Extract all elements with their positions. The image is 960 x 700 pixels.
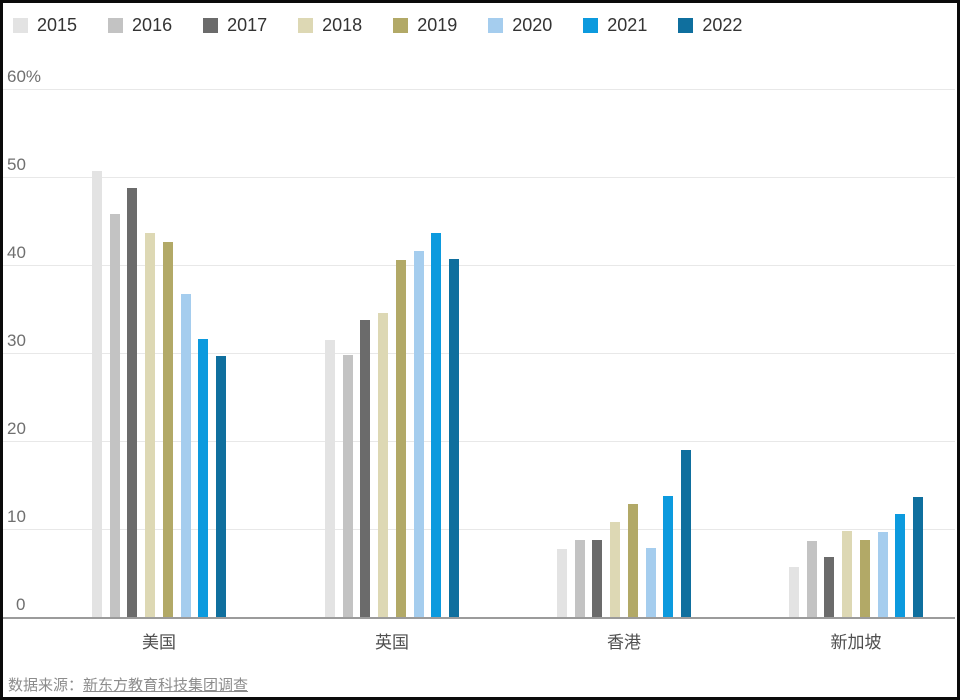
bar-2021 xyxy=(198,338,209,617)
bar-2019 xyxy=(859,540,870,617)
source-prefix: 数据来源： xyxy=(8,677,84,694)
bar-2022 xyxy=(448,258,459,617)
legend-item-2015[interactable]: 2015 xyxy=(13,16,77,34)
bar-2016 xyxy=(806,541,817,617)
gridline xyxy=(3,353,955,354)
legend-item-2017[interactable]: 2017 xyxy=(203,16,267,34)
bar-2018 xyxy=(145,233,156,617)
bar-2017 xyxy=(592,539,603,617)
bar-2015 xyxy=(92,170,102,617)
x-axis-category-label: 英国 xyxy=(375,633,409,652)
legend-item-2016[interactable]: 2016 xyxy=(108,16,172,34)
y-axis-label: 10 xyxy=(7,507,26,526)
legend-swatch-icon xyxy=(203,17,219,33)
bar-2020 xyxy=(413,250,424,617)
bar-2016 xyxy=(342,354,353,617)
legend-item-label: 2021 xyxy=(607,15,648,35)
gridline xyxy=(3,89,955,90)
bar-2016 xyxy=(109,214,120,617)
legend-swatch-icon xyxy=(583,17,599,33)
y-axis-label: 40 xyxy=(7,243,26,262)
legend-item-2018[interactable]: 2018 xyxy=(298,16,362,34)
legend-swatch-icon xyxy=(678,17,694,33)
legend-item-2021[interactable]: 2021 xyxy=(583,16,647,34)
x-axis-category-label: 香港 xyxy=(607,633,641,652)
source-line: 数据来源：新东方教育科技集团调查 xyxy=(8,674,248,695)
y-axis-label: 0 xyxy=(16,595,26,614)
bar-2022 xyxy=(912,497,923,617)
bar-2015 xyxy=(789,566,799,617)
bar-2021 xyxy=(431,233,442,617)
bar-2015 xyxy=(325,339,335,617)
legend-swatch-icon xyxy=(298,17,314,33)
bar-2016 xyxy=(574,539,585,617)
legend-swatch-icon xyxy=(393,17,409,33)
legend-item-2019[interactable]: 2019 xyxy=(393,16,457,34)
y-axis-label: 60% xyxy=(7,67,42,86)
bar-2022 xyxy=(215,355,226,617)
legend-swatch-icon xyxy=(13,17,28,33)
legend: 2015 2016 2017 2018 2019 2020 2021 2022 xyxy=(13,16,773,34)
y-axis-label: 20 xyxy=(7,419,26,438)
bar-2019 xyxy=(627,504,638,617)
legend-item-label: 2018 xyxy=(322,15,363,35)
bar-group-4 xyxy=(789,89,923,617)
legend-item-label: 2022 xyxy=(702,15,743,35)
legend-item-label: 2017 xyxy=(227,15,268,35)
bar-2020 xyxy=(180,294,191,617)
legend-item-label: 2020 xyxy=(512,15,553,35)
bar-group-1 xyxy=(92,89,226,617)
bar-2018 xyxy=(842,530,853,617)
bar-group-3 xyxy=(557,89,691,617)
bar-2022 xyxy=(680,449,691,617)
plot-area: 60% 50 40 30 20 10 0 美国 英国 香港 新加坡 xyxy=(3,3,957,697)
legend-swatch-icon xyxy=(108,17,124,33)
bar-2019 xyxy=(395,259,406,617)
bar-2020 xyxy=(645,548,656,617)
bar-2015 xyxy=(557,549,567,617)
bar-2020 xyxy=(877,531,888,617)
bar-2017 xyxy=(824,557,835,617)
bar-2021 xyxy=(663,495,674,617)
bar-2017 xyxy=(360,320,371,617)
legend-item-label: 2016 xyxy=(132,15,173,35)
legend-item-2022[interactable]: 2022 xyxy=(678,16,742,34)
bar-2019 xyxy=(162,242,173,617)
x-axis-category-label: 美国 xyxy=(142,633,176,652)
bar-2021 xyxy=(895,514,906,617)
gridline xyxy=(3,529,955,530)
x-axis-category-label: 新加坡 xyxy=(830,633,882,652)
bar-2018 xyxy=(378,312,389,617)
bar-2017 xyxy=(127,187,138,617)
source-link[interactable]: 新东方教育科技集团调查 xyxy=(83,677,249,694)
gridline xyxy=(3,177,955,178)
legend-item-label: 2019 xyxy=(417,15,458,35)
legend-swatch-icon xyxy=(488,17,504,33)
legend-item-label: 2015 xyxy=(37,15,78,35)
x-axis-line xyxy=(3,617,955,619)
bar-2018 xyxy=(610,522,621,617)
gridline xyxy=(3,441,955,442)
y-axis-label: 50 xyxy=(7,155,26,174)
bar-group-2 xyxy=(325,89,459,617)
gridline xyxy=(3,265,955,266)
y-axis-label: 30 xyxy=(7,331,26,350)
legend-item-2020[interactable]: 2020 xyxy=(488,16,552,34)
